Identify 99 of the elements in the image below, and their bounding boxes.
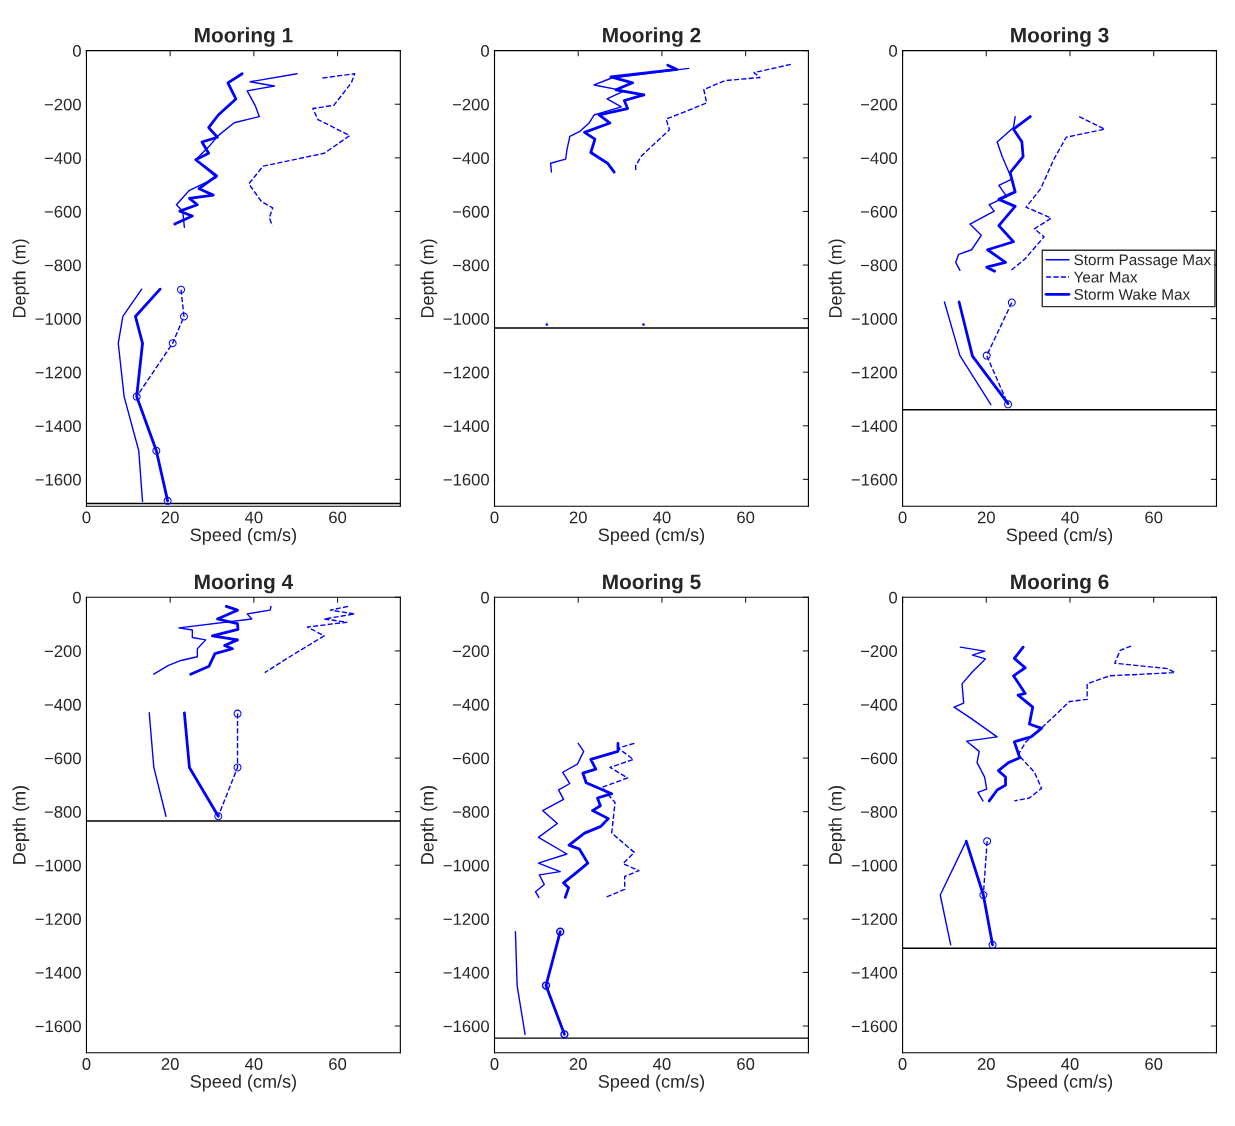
y-tick-label: −1200 xyxy=(443,366,489,379)
y-tick-label: −1000 xyxy=(35,313,81,325)
x-tick-label: 40 xyxy=(653,511,671,524)
y-tick-label: −1200 xyxy=(443,913,489,926)
y-tick-label: −600 xyxy=(861,205,898,218)
y-tick-label: −200 xyxy=(452,98,489,111)
y-tick-label: −1600 xyxy=(443,473,489,486)
y-tick-label: 0 xyxy=(72,591,81,604)
y-tick-label: −1400 xyxy=(35,966,81,979)
y-tick-label: 0 xyxy=(481,45,489,57)
x-tick-label: 60 xyxy=(1145,1058,1163,1070)
y-tick-label: −800 xyxy=(861,806,898,818)
y-tick-label: −200 xyxy=(861,645,898,658)
y-axis-title: Depth (m) xyxy=(828,786,846,864)
y-axis-title: Depth (m) xyxy=(12,239,30,318)
y-tick-label: −600 xyxy=(452,752,489,765)
y-tick-label: −1000 xyxy=(443,313,489,325)
y-tick-label: −600 xyxy=(861,752,898,765)
y-tick-label: −1200 xyxy=(35,366,81,379)
x-axis-title: Speed (cm/s) xyxy=(190,527,296,545)
y-axis-title: Depth (m) xyxy=(420,239,438,318)
x-axis-title: Speed (cm/s) xyxy=(190,1074,296,1092)
x-axis-title: Speed (cm/s) xyxy=(598,1074,705,1092)
y-tick-label: −1200 xyxy=(851,913,898,926)
x-tick-label: 60 xyxy=(737,511,755,524)
y-axis-title: Depth (m) xyxy=(828,239,846,318)
y-axis-title: Depth (m) xyxy=(12,786,30,864)
y-tick-label: −400 xyxy=(452,698,489,711)
y-tick-label: −1200 xyxy=(35,913,81,926)
x-tick-label: 60 xyxy=(329,1058,347,1070)
x-tick-label: 0 xyxy=(898,511,907,524)
x-tick-label: 20 xyxy=(161,511,179,524)
x-tick-label: 20 xyxy=(569,511,587,524)
x-axis-title: Speed (cm/s) xyxy=(1006,527,1113,545)
y-tick-label: −800 xyxy=(44,259,81,272)
y-tick-label: −600 xyxy=(452,205,489,218)
legend-label: Storm Wake Max xyxy=(1074,288,1190,300)
x-tick-label: 20 xyxy=(569,1058,587,1070)
y-tick-label: −1400 xyxy=(443,966,489,979)
y-tick-label: −1000 xyxy=(851,859,898,872)
y-tick-label: 0 xyxy=(889,591,898,604)
chart-title: Mooring 5 xyxy=(603,573,701,594)
x-tick-label: 60 xyxy=(737,1058,755,1070)
chart-title: Mooring 3 xyxy=(1011,27,1109,47)
chart-title: Mooring 2 xyxy=(603,27,701,47)
y-tick-label: −400 xyxy=(452,152,489,165)
legend-label: Year Max xyxy=(1073,271,1138,283)
chart-title: Mooring 1 xyxy=(195,27,293,47)
y-tick-label: 0 xyxy=(72,45,81,57)
x-tick-label: 0 xyxy=(490,1058,499,1070)
x-tick-label: 0 xyxy=(898,1058,907,1070)
y-tick-label: −200 xyxy=(44,645,81,658)
x-tick-label: 60 xyxy=(1145,511,1163,524)
x-tick-label: 20 xyxy=(977,1058,995,1070)
y-tick-label: −200 xyxy=(861,98,898,111)
y-tick-label: −800 xyxy=(452,806,489,818)
y-tick-label: −800 xyxy=(44,806,81,818)
y-tick-label: −1000 xyxy=(35,859,81,872)
x-tick-label: 20 xyxy=(161,1058,179,1070)
chart-title: Mooring 4 xyxy=(195,573,294,594)
legend-label: Storm Passage Max xyxy=(1074,254,1211,269)
y-tick-label: −400 xyxy=(44,698,81,711)
y-tick-label: −200 xyxy=(44,98,81,111)
y-tick-label: −1600 xyxy=(851,1020,898,1033)
y-tick-label: −200 xyxy=(452,645,489,658)
y-tick-label: −400 xyxy=(861,152,898,165)
x-tick-label: 0 xyxy=(82,1058,91,1070)
y-tick-label: −1600 xyxy=(35,473,81,486)
x-tick-label: 40 xyxy=(244,511,263,524)
y-tick-label: −600 xyxy=(44,752,81,765)
x-tick-label: 0 xyxy=(490,511,499,524)
y-tick-label: −1600 xyxy=(35,1020,81,1033)
y-tick-label: −400 xyxy=(861,698,898,711)
x-tick-label: 40 xyxy=(1061,511,1079,524)
x-tick-label: 20 xyxy=(977,511,995,524)
y-tick-label: −1600 xyxy=(443,1020,489,1033)
x-axis-title: Speed (cm/s) xyxy=(598,527,705,545)
y-tick-label: −1200 xyxy=(851,366,898,379)
y-tick-label: −1400 xyxy=(851,966,898,979)
y-tick-label: 0 xyxy=(889,45,898,57)
chart-title: Mooring 6 xyxy=(1011,573,1109,594)
x-tick-label: 40 xyxy=(244,1058,263,1070)
y-tick-label: −600 xyxy=(44,205,81,218)
x-tick-label: 40 xyxy=(1061,1058,1079,1070)
y-tick-label: −400 xyxy=(44,152,81,165)
y-tick-label: −800 xyxy=(452,259,489,272)
y-axis-title: Depth (m) xyxy=(420,786,438,864)
y-tick-label: −800 xyxy=(861,259,898,272)
x-tick-label: 60 xyxy=(329,511,347,524)
y-tick-label: −1000 xyxy=(443,859,489,872)
x-tick-label: 40 xyxy=(653,1058,671,1070)
y-tick-label: −1600 xyxy=(851,473,898,486)
x-axis-title: Speed (cm/s) xyxy=(1006,1074,1113,1092)
y-tick-label: −1400 xyxy=(443,420,489,433)
x-tick-label: 0 xyxy=(82,511,91,524)
y-tick-label: −1000 xyxy=(851,313,898,325)
y-tick-label: −1400 xyxy=(35,420,81,433)
y-tick-label: 0 xyxy=(481,591,489,604)
y-tick-label: −1400 xyxy=(851,420,898,433)
